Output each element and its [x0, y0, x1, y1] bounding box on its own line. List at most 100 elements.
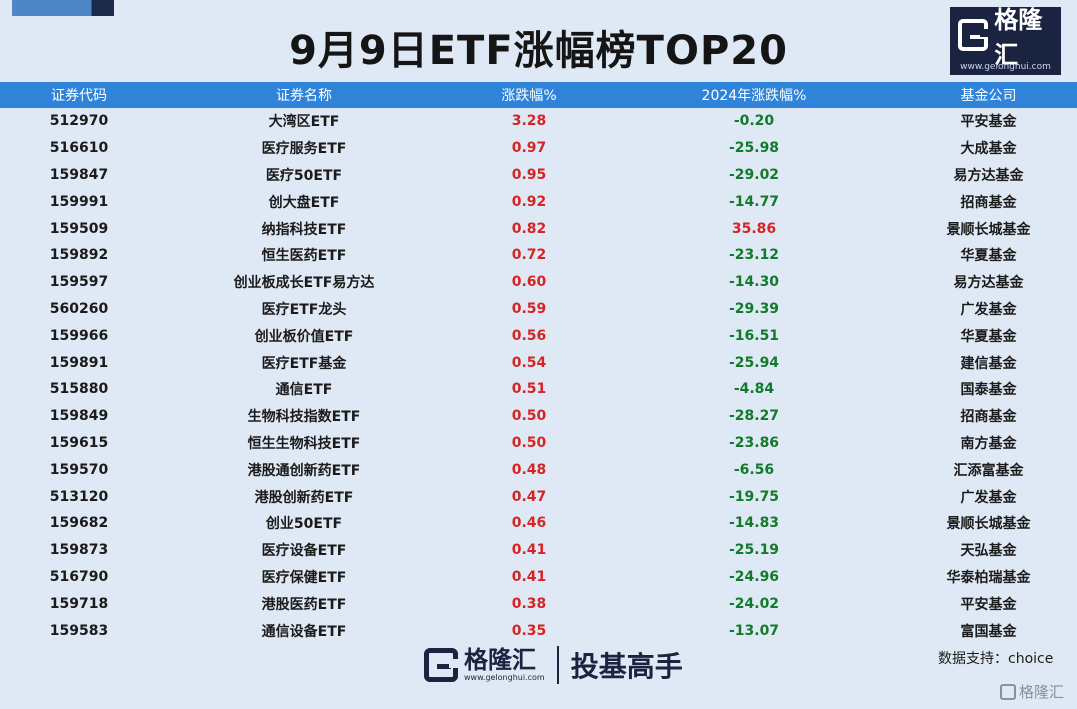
footer-logo-url: www.gelonghui.com	[464, 673, 545, 682]
cell-code: 513120	[49, 488, 109, 505]
cell-code: 159718	[49, 595, 109, 612]
cell-company: 景顺长城基金	[946, 221, 1031, 238]
cell-ytd: -25.98	[728, 140, 780, 157]
cell-code: 159583	[49, 622, 109, 639]
cell-name: 港股通创新药ETF	[247, 462, 361, 479]
cell-name: 医疗50ETF	[265, 167, 343, 184]
column-header-change: 涨跌幅%	[450, 82, 608, 108]
column-header-name: 证券名称	[158, 82, 450, 108]
cell-company: 南方基金	[960, 435, 1017, 452]
cell-company: 广发基金	[960, 489, 1017, 506]
cell-ytd: -13.07	[728, 622, 780, 639]
cell-name: 通信设备ETF	[261, 623, 347, 640]
cell-ytd: -0.20	[733, 113, 775, 130]
table-row: 159597 创业板成长ETF易方达 0.60 -14.30 易方达基金	[0, 269, 1077, 296]
cell-name: 大湾区ETF	[268, 114, 340, 131]
table-row: 159991 创大盘ETF 0.92 -14.77 招商基金	[0, 188, 1077, 215]
cell-name: 港股医药ETF	[261, 596, 347, 613]
table-row: 513120 港股创新药ETF 0.47 -19.75 广发基金	[0, 483, 1077, 510]
footer-logo-name: 格隆汇	[464, 646, 536, 674]
brand-url: www.gelonghui.com	[960, 62, 1051, 72]
column-header-code: 证券代码	[0, 82, 158, 108]
table-row: 159718 港股医药ETF 0.38 -24.02 平安基金	[0, 590, 1077, 617]
cell-company: 华泰柏瑞基金	[946, 569, 1031, 586]
cell-ytd: 35.86	[731, 220, 777, 237]
table-row: 159891 医疗ETF基金 0.54 -25.94 建信基金	[0, 349, 1077, 376]
watermark-text: 格隆汇	[1019, 683, 1065, 701]
cell-company: 华夏基金	[960, 328, 1017, 345]
cell-name: 创业板成长ETF易方达	[233, 275, 375, 292]
cell-code: 512970	[49, 113, 109, 130]
cell-name: 医疗服务ETF	[261, 141, 347, 158]
cell-company: 天弘基金	[960, 543, 1017, 560]
table-row: 159615 恒生生物科技ETF 0.50 -23.86 南方基金	[0, 430, 1077, 457]
cell-ytd: -23.12	[728, 247, 780, 264]
cell-code: 159991	[49, 193, 109, 210]
cell-code: 159873	[49, 542, 109, 559]
column-header-ytd: 2024年涨跌幅%	[608, 82, 900, 108]
cell-change: 0.51	[511, 381, 547, 398]
cell-change: 0.50	[511, 408, 547, 425]
cell-change: 0.41	[511, 542, 547, 559]
cell-company: 大成基金	[960, 141, 1017, 158]
table-row: 159509 纳指科技ETF 0.82 35.86 景顺长城基金	[0, 215, 1077, 242]
gelonghui-g-icon	[424, 648, 458, 682]
cell-ytd: -24.96	[728, 568, 780, 585]
cell-company: 平安基金	[960, 114, 1017, 131]
cell-code: 159892	[49, 247, 109, 264]
cell-code: 159891	[49, 354, 109, 371]
cell-code: 515880	[49, 381, 109, 398]
cell-name: 通信ETF	[275, 382, 333, 399]
cell-name: 创业板价值ETF	[254, 328, 354, 345]
table-body: 512970 大湾区ETF 3.28 -0.20 平安基金 516610 医疗服务ETF 0.…	[0, 108, 1077, 644]
table-row: 515880 通信ETF 0.51 -4.84 国泰基金	[0, 376, 1077, 403]
brand-logo: 格隆汇 www.gelonghui.com	[950, 6, 1061, 75]
cell-company: 广发基金	[960, 301, 1017, 318]
cell-ytd: -19.75	[728, 488, 780, 505]
cell-name: 恒生医药ETF	[261, 248, 347, 265]
data-source-note: 数据支持：choice	[938, 651, 1054, 667]
cell-change: 0.59	[511, 300, 547, 317]
cell-company: 富国基金	[960, 623, 1017, 640]
cell-company: 易方达基金	[953, 275, 1024, 292]
cell-code: 159615	[49, 434, 109, 451]
cell-name: 医疗设备ETF	[261, 543, 347, 560]
cell-name: 创大盘ETF	[268, 194, 340, 211]
cell-code: 159849	[49, 408, 109, 425]
cell-ytd: -14.77	[728, 193, 780, 210]
cell-change: 0.60	[511, 274, 547, 291]
table-row: 159873 医疗设备ETF 0.41 -25.19 天弘基金	[0, 537, 1077, 564]
table-row: 159966 创业板价值ETF 0.56 -16.51 华夏基金	[0, 322, 1077, 349]
cell-ytd: -14.83	[728, 515, 780, 532]
cell-change: 0.47	[511, 488, 547, 505]
corner-decoration	[12, 0, 114, 16]
watermark-logo-icon	[1000, 683, 1016, 700]
cell-name: 港股创新药ETF	[254, 489, 354, 506]
table-row: 516610 医疗服务ETF 0.97 -25.98 大成基金	[0, 135, 1077, 162]
table-row: 512970 大湾区ETF 3.28 -0.20 平安基金	[0, 108, 1077, 135]
cell-name: 创业50ETF	[265, 516, 343, 533]
cell-company: 平安基金	[960, 596, 1017, 613]
cell-change: 0.50	[511, 434, 547, 451]
cell-change: 0.82	[511, 220, 547, 237]
cell-company: 汇添富基金	[953, 462, 1024, 479]
cell-change: 0.72	[511, 247, 547, 264]
footer-divider	[556, 646, 559, 684]
cell-change: 0.41	[511, 568, 547, 585]
cell-company: 景顺长城基金	[946, 516, 1031, 533]
cell-ytd: -14.30	[728, 274, 780, 291]
watermark: 格隆汇	[1000, 681, 1064, 702]
cell-company: 建信基金	[960, 355, 1017, 372]
cell-change: 0.54	[511, 354, 547, 371]
cell-company: 国泰基金	[960, 382, 1017, 399]
brand-name: 格隆汇	[994, 6, 1043, 69]
cell-code: 159847	[49, 166, 109, 183]
table-row: 159849 生物科技指数ETF 0.50 -28.27 招商基金	[0, 403, 1077, 430]
cell-change: 0.46	[511, 515, 547, 532]
cell-company: 招商基金	[960, 409, 1017, 426]
table-row: 159570 港股通创新药ETF 0.48 -6.56 汇添富基金	[0, 456, 1077, 483]
table-row: 516790 医疗保健ETF 0.41 -24.96 华泰柏瑞基金	[0, 564, 1077, 591]
column-header-company: 基金公司	[900, 82, 1077, 108]
cell-code: 159966	[49, 327, 109, 344]
cell-code: 516610	[49, 140, 109, 157]
